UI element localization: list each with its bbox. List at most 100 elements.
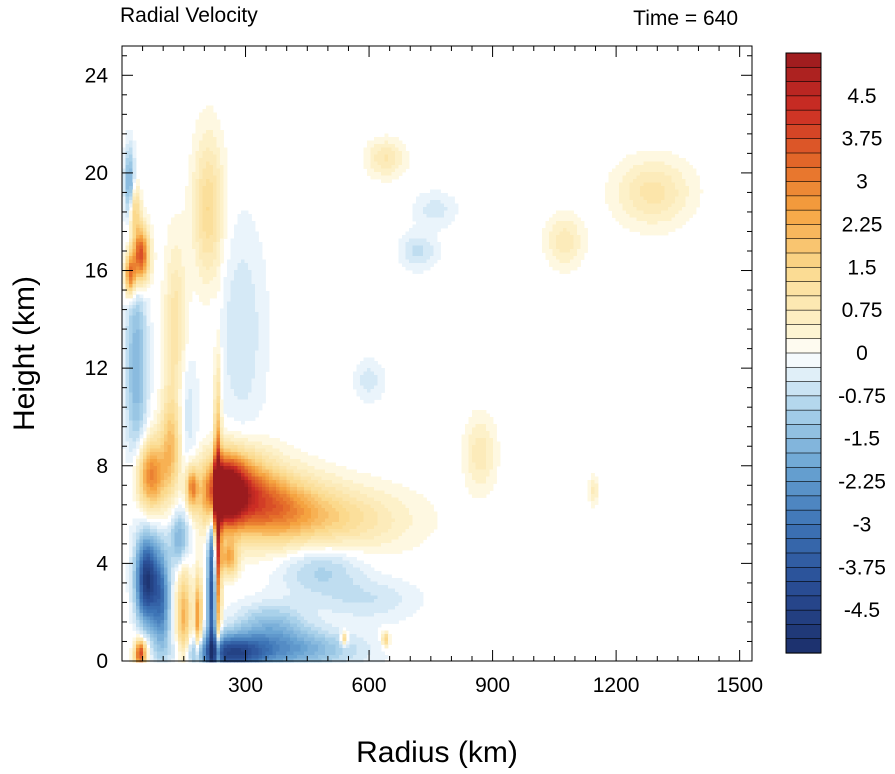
field-cell: [367, 497, 371, 502]
field-cell: [143, 413, 147, 418]
field-cell: [293, 448, 298, 453]
field-cell: [171, 427, 175, 432]
field-cell: [125, 413, 130, 418]
field-cell: [262, 291, 266, 295]
field-cell: [654, 196, 658, 201]
field-cell: [171, 441, 175, 446]
field-cell: [300, 452, 305, 456]
field-cell: [164, 277, 168, 281]
field-cell: [255, 287, 259, 292]
field-cell: [125, 343, 130, 348]
field-cell: [241, 242, 245, 246]
field-cell: [650, 196, 655, 201]
field-cell: [559, 231, 564, 236]
field-cell: [171, 480, 175, 484]
field-cell: [223, 319, 228, 323]
field-cell: [160, 459, 165, 463]
field-cell: [167, 231, 172, 236]
field-cell: [580, 256, 585, 260]
field-cell: [216, 434, 221, 439]
field-cell: [223, 455, 228, 460]
field-cell: [384, 137, 389, 141]
field-cell: [122, 168, 126, 173]
field-cell: [668, 189, 672, 194]
field-cell: [479, 476, 483, 481]
field-cell: [122, 378, 126, 383]
field-cell: [265, 438, 270, 442]
field-cell: [220, 322, 224, 327]
field-cell: [178, 242, 182, 246]
field-cell: [167, 287, 172, 292]
field-cell: [577, 263, 581, 267]
field-cell: [223, 343, 228, 348]
field-cell: [419, 256, 424, 260]
field-cell: [636, 154, 641, 159]
field-cell: [164, 420, 168, 425]
field-cell: [486, 445, 490, 449]
field-cell: [244, 294, 249, 299]
field-cell: [150, 238, 154, 243]
field-cell: [129, 231, 133, 236]
field-cell: [223, 186, 228, 190]
field-cell: [153, 427, 158, 432]
field-cell: [475, 441, 480, 446]
field-cell: [311, 490, 315, 495]
field-cell: [195, 175, 200, 180]
field-cell: [255, 357, 259, 362]
field-cell: [223, 336, 228, 341]
field-cell: [143, 357, 147, 362]
field-cell: [255, 406, 259, 411]
field-cell: [668, 168, 672, 173]
field-cell: [150, 487, 154, 491]
field-cell: [213, 200, 217, 204]
field-cell: [139, 417, 144, 421]
field-cell: [185, 417, 189, 421]
field-cell: [227, 490, 231, 495]
field-cell: [132, 399, 137, 404]
field-cell: [129, 333, 133, 337]
field-cell: [146, 455, 151, 460]
field-cell: [167, 441, 172, 446]
field-cell: [125, 214, 130, 218]
field-cell: [489, 487, 494, 491]
field-cell: [545, 252, 550, 257]
field-cell: [139, 480, 144, 484]
field-cell: [206, 263, 210, 267]
field-cell: [143, 371, 147, 376]
field-cell: [174, 455, 179, 460]
field-cell: [220, 427, 224, 432]
field-cell: [237, 221, 242, 225]
field-cell: [199, 133, 203, 138]
field-cell: [563, 210, 567, 215]
field-cell: [468, 459, 473, 463]
field-cell: [248, 280, 252, 285]
field-cell: [608, 175, 613, 180]
field-cell: [475, 462, 480, 467]
field-cell: [220, 487, 224, 491]
field-cell: [195, 137, 200, 141]
field-cell: [657, 224, 662, 229]
field-cell: [255, 263, 259, 267]
field-cell: [272, 455, 277, 460]
field-cell: [139, 242, 144, 246]
field-cell: [132, 217, 137, 222]
field-cell: [192, 165, 196, 169]
field-cell: [234, 487, 238, 491]
field-cell: [216, 221, 221, 225]
field-cell: [202, 175, 207, 180]
field-cell: [248, 469, 252, 474]
field-cell: [192, 158, 196, 162]
field-cell: [381, 497, 385, 502]
field-cell: [178, 406, 182, 411]
field-cell: [237, 280, 242, 285]
field-cell: [391, 158, 396, 162]
field-cell: [269, 452, 273, 456]
field-cell: [160, 434, 165, 439]
field-cell: [647, 165, 651, 169]
field-cell: [251, 231, 256, 236]
field-cell: [139, 364, 144, 369]
field-cell: [202, 291, 207, 295]
field-cell: [297, 487, 301, 491]
field-cell: [216, 445, 221, 449]
field-cell: [269, 483, 273, 488]
